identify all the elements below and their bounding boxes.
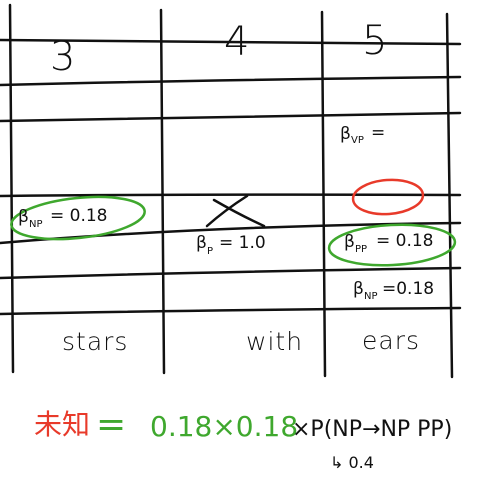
red-circle-mark (351, 178, 425, 216)
grid-line-h6 (0, 266, 462, 280)
beta-value: =0.18 (382, 279, 434, 299)
cell-beta-np-col5: β NP =0.18 (353, 279, 434, 302)
cell-beta-np-col3: β NP = 0.18 (18, 206, 108, 230)
beta-subscript: P (207, 246, 213, 257)
grid-line-h3 (0, 111, 462, 123)
grid-line-v3 (320, 10, 327, 378)
beta-symbol: β (344, 232, 355, 252)
beta-value: = 1.0 (219, 233, 266, 253)
grid-line-v1 (8, 3, 15, 374)
word-ears: ears (362, 326, 420, 355)
cell-beta-vp: β VP = (340, 123, 385, 146)
cross-mark (205, 194, 266, 228)
column-header-4: 4 (224, 19, 249, 65)
beta-subscript: PP (355, 244, 367, 255)
beta-symbol: β (196, 233, 207, 253)
formula-black-part: ×P(NP→NP PP) (292, 417, 452, 442)
grid-line-h2 (0, 75, 462, 87)
cell-beta-pp: β PP = 0.18 (344, 231, 434, 255)
grid-line-v2 (159, 8, 166, 375)
column-header-3: 3 (50, 34, 75, 80)
beta-symbol: β (18, 207, 29, 227)
grid-vertical-lines (8, 3, 454, 379)
grid-horizontal-lines (0, 38, 462, 316)
word-stars: stars (62, 327, 128, 356)
grid-line-h7 (0, 306, 462, 316)
beta-symbol: β (353, 279, 364, 299)
beta-value: = 0.18 (376, 231, 434, 251)
word-with: with (246, 327, 303, 356)
cell-beta-p: β P = 1.0 (196, 233, 266, 257)
column-header-5: 5 (362, 18, 387, 64)
formula-red-part: 未知 (34, 408, 90, 441)
beta-subscript: NP (364, 291, 378, 302)
beta-subscript: NP (29, 219, 43, 230)
cross-stroke-1 (212, 198, 266, 228)
formula: 未知 = 0.18×0.18 ×P(NP→NP PP) ↳ 0.4 (34, 404, 452, 472)
grid-line-h4 (0, 193, 462, 198)
beta-symbol: β (340, 124, 351, 144)
beta-value: = (371, 123, 385, 143)
green-circle-pp (327, 223, 457, 267)
green-circle-np (10, 195, 146, 241)
cross-stroke-2 (205, 194, 249, 228)
grid-line-v4 (445, 12, 454, 379)
grid-line-h1 (0, 38, 462, 46)
formula-green-part: 0.18×0.18 (150, 410, 298, 443)
formula-note: ↳ 0.4 (330, 453, 374, 472)
formula-equals: = (96, 404, 126, 445)
beta-value: = 0.18 (50, 206, 108, 226)
beta-subscript: VP (351, 135, 364, 146)
